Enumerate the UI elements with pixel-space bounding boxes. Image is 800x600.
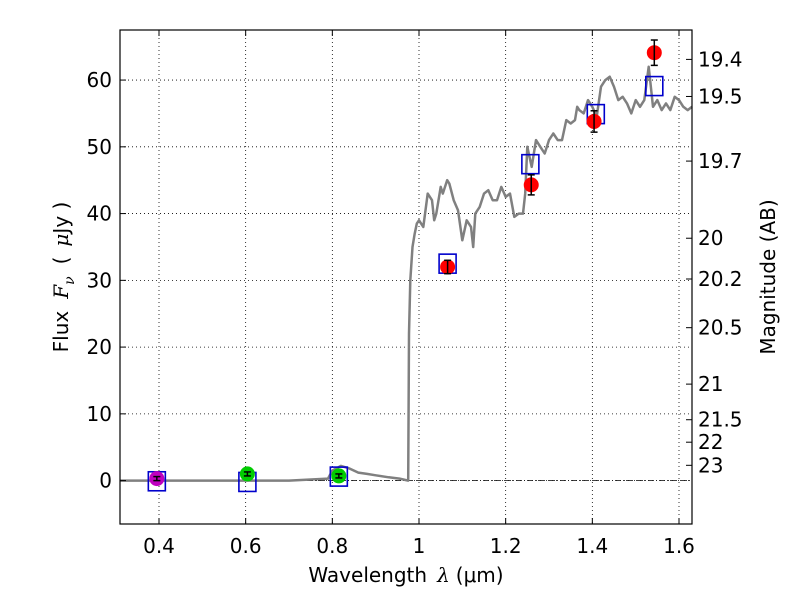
mag-tick-label: 22 [698,430,723,454]
mag-tick-label: 23 [698,453,723,477]
model-square [521,153,540,175]
y-tick-label: 10 [87,402,112,426]
x-tick-label: 1.2 [490,534,522,558]
right-axis-title: Magnitude (AB) [756,199,780,354]
x-tick-label: 0.8 [316,534,348,558]
mag-tick-label: 19.5 [698,84,743,108]
mag-tick-label: 20.2 [698,267,743,291]
y-tick-label: 0 [99,469,112,493]
y-axis-label: Flux [49,311,73,353]
y-axis-subscript: ν [62,276,78,285]
model-square [329,466,349,487]
spectrum-line [120,65,693,482]
mag-tick-label: 19.7 [698,149,743,173]
plot-frame [119,29,693,525]
x-tick-label: 0.6 [230,534,262,558]
x-axis-unit: (μm) [456,563,504,587]
y-axis-symbol: F [49,284,73,300]
y-axis-unit-mu: μ [49,234,73,247]
mag-tick-label: 20.5 [698,316,743,340]
y-axis-title: Flux Fν ( μJy ) [49,202,78,353]
mag-tick-label: 19.4 [698,47,743,71]
x-axis-label: Wavelength [308,563,427,587]
x-tick-label: 1 [413,534,426,558]
ticks: 0.4 0.6 0.8 1 1.2 1.4 1.6 0 10 20 30 40 50 60 19.4 19.5… [87,30,743,558]
x-tick-label: 1.6 [663,534,695,558]
y-tick-label: 20 [87,335,112,359]
model-square [644,75,664,97]
x-axis-title: Wavelength λ (μm) [308,563,503,587]
mag-tick-label: 21 [698,372,723,396]
series-layer [120,39,693,493]
y-tick-label: 30 [87,268,112,292]
y-axis-unit-open: ( [49,257,73,265]
mag-tick-label: 20 [698,226,723,250]
y-tick-label: 40 [87,202,112,226]
mag-tick-label: 21.5 [698,408,743,432]
x-tick-label: 0.4 [143,534,175,558]
y-tick-label: 50 [87,135,112,159]
y-tick-label: 60 [87,68,112,92]
x-tick-label: 1.4 [576,534,608,558]
x-axis-symbol: λ [436,563,450,587]
y-axis-unit: Jy ) [49,202,73,236]
